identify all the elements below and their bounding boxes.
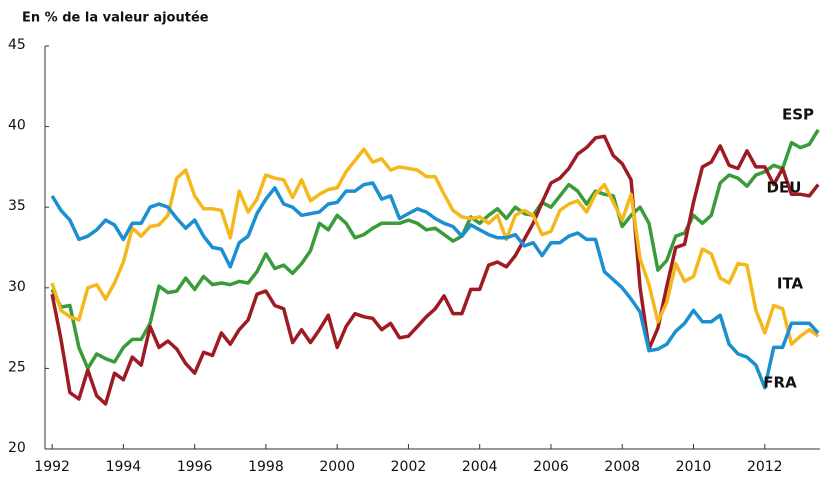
x-tick-label: 1994: [106, 459, 142, 475]
y-tick-label: 40: [8, 118, 26, 134]
series-label: ESP: [782, 106, 814, 124]
y-tick-label: 25: [8, 359, 26, 375]
x-tick-label: 2008: [604, 459, 640, 475]
series-line: [50, 181, 820, 390]
y-tick-label: 30: [8, 279, 26, 295]
series-label: ITA: [777, 275, 804, 293]
x-tick-label: 2002: [391, 459, 427, 475]
y-tick-label: 20: [8, 440, 26, 456]
x-tick-label: 1996: [177, 459, 213, 475]
series-label: DEU: [767, 179, 802, 197]
series-line: [50, 134, 820, 406]
y-tick-label: 45: [8, 37, 26, 53]
x-tick-label: 1998: [248, 459, 284, 475]
series-line: [50, 147, 820, 346]
x-tick-label: 2004: [462, 459, 498, 475]
x-tick-label: 2010: [676, 459, 712, 475]
chart-title: En % de la valeur ajoutée: [22, 11, 209, 26]
x-tick-label: 2006: [533, 459, 569, 475]
x-tick-label: 2000: [319, 459, 355, 475]
x-tick-label: 1992: [34, 459, 70, 475]
series-label: FRA: [763, 374, 797, 392]
y-tick-label: 35: [8, 198, 26, 214]
x-tick-label: 2012: [747, 459, 783, 475]
